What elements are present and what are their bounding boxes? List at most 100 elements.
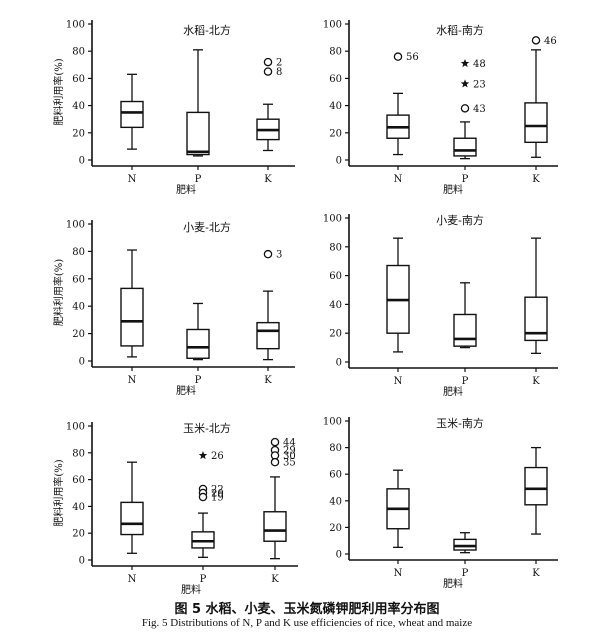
y-tick-label: 80 bbox=[329, 443, 342, 454]
iqr-box bbox=[524, 296, 548, 342]
outlier-star-marker bbox=[460, 58, 470, 68]
outlier-circle-marker bbox=[263, 67, 273, 76]
y-tick-label: 80 bbox=[329, 47, 342, 58]
x-tick-label: K bbox=[264, 174, 272, 185]
y-tick-label: 40 bbox=[329, 101, 342, 112]
outlier-label: 35 bbox=[283, 458, 296, 469]
outlier-circle-marker bbox=[270, 437, 280, 447]
outlier-label: 46 bbox=[544, 36, 557, 47]
iqr-box bbox=[453, 538, 477, 551]
x-tick-label: K bbox=[264, 375, 272, 386]
box-P: 48 23 43 bbox=[453, 58, 486, 160]
box-K: 28 bbox=[256, 57, 282, 152]
x-tick-label: P bbox=[200, 574, 207, 585]
box-P bbox=[453, 532, 477, 554]
y-tick-label: 0 bbox=[79, 357, 85, 368]
outlier-label: 8 bbox=[276, 67, 282, 78]
x-tick-label: N bbox=[128, 375, 137, 386]
y-tick-label: 40 bbox=[329, 300, 342, 311]
outlier-circle-marker bbox=[393, 52, 403, 61]
box-N bbox=[120, 461, 144, 554]
box-P bbox=[186, 302, 210, 361]
outlier-label: 56 bbox=[406, 52, 419, 63]
panel-title: 小麦-北方 bbox=[183, 220, 231, 234]
x-axis-label: 肥料 bbox=[176, 183, 196, 196]
outlier-label: 23 bbox=[473, 79, 486, 90]
outlier-circle-marker bbox=[198, 492, 208, 502]
y-tick-label: 20 bbox=[329, 329, 342, 340]
panel-title: 玉米-北方 bbox=[183, 421, 231, 435]
box-P bbox=[186, 49, 210, 157]
panel-title: 水稻-北方 bbox=[183, 23, 231, 37]
outlier-star-marker bbox=[198, 450, 208, 460]
iqr-box bbox=[186, 328, 210, 359]
x-axis-label: 肥料 bbox=[443, 577, 463, 590]
outlier-label: 20 bbox=[211, 489, 224, 500]
outlier-label: 29 bbox=[283, 446, 296, 457]
outlier-label: 26 bbox=[211, 451, 224, 462]
box-P bbox=[453, 282, 477, 349]
y-axis-label: 肥料利用率(%) bbox=[52, 459, 65, 526]
outlier-label: 48 bbox=[473, 59, 486, 70]
y-tick-label: 40 bbox=[72, 302, 85, 313]
outlier-circle-marker bbox=[263, 57, 273, 67]
box-K: 46 bbox=[524, 36, 557, 158]
y-tick-label: 40 bbox=[72, 502, 85, 513]
iqr-box bbox=[263, 511, 287, 542]
y-tick-label: 0 bbox=[79, 156, 85, 167]
y-tick-label: 20 bbox=[329, 128, 342, 139]
iqr-box bbox=[191, 531, 215, 549]
x-tick-label: P bbox=[195, 375, 202, 386]
y-tick-label: 100 bbox=[66, 20, 85, 31]
x-tick-label: P bbox=[462, 174, 469, 185]
iqr-box bbox=[453, 313, 477, 347]
outlier-label: 3 bbox=[276, 250, 282, 261]
y-tick-label: 40 bbox=[329, 496, 342, 507]
y-tick-label: 60 bbox=[72, 74, 85, 85]
y-tick-label: 0 bbox=[336, 156, 342, 167]
outlier-circle-marker bbox=[460, 104, 470, 113]
y-tick-label: 80 bbox=[329, 242, 342, 253]
outlier-circle-marker bbox=[263, 249, 273, 259]
box-N: 56 bbox=[386, 52, 419, 156]
x-tick-label: K bbox=[532, 174, 540, 185]
y-tick-label: 100 bbox=[323, 214, 342, 225]
x-tick-label: K bbox=[532, 376, 540, 387]
x-axis-label: 肥料 bbox=[176, 384, 196, 397]
y-tick-label: 20 bbox=[72, 329, 85, 340]
box-N bbox=[386, 237, 410, 353]
y-tick-label: 80 bbox=[72, 247, 85, 258]
outlier-label: 44 bbox=[283, 438, 296, 449]
panel-title: 玉米-南方 bbox=[436, 416, 484, 430]
iqr-box bbox=[120, 100, 144, 129]
x-tick-label: K bbox=[532, 568, 540, 579]
y-tick-label: 60 bbox=[72, 475, 85, 486]
y-tick-label: 20 bbox=[329, 523, 342, 534]
iqr-box bbox=[120, 501, 144, 536]
iqr-box bbox=[453, 137, 477, 157]
iqr-box bbox=[186, 111, 210, 156]
iqr-box bbox=[524, 102, 548, 144]
box-K: 3 bbox=[256, 249, 282, 361]
y-tick-label: 60 bbox=[72, 274, 85, 285]
caption-chinese: 图 5 水稻、小麦、玉米氮磷钾肥利用率分布图 bbox=[174, 602, 440, 617]
y-axis-label: 肥料利用率(%) bbox=[52, 259, 65, 326]
box-N bbox=[120, 73, 144, 150]
box-K bbox=[524, 446, 548, 535]
y-tick-label: 100 bbox=[66, 220, 85, 231]
outlier-circle-marker bbox=[531, 36, 541, 45]
x-axis-label: 肥料 bbox=[181, 583, 201, 596]
y-tick-label: 60 bbox=[329, 74, 342, 85]
x-tick-label: P bbox=[195, 174, 202, 185]
y-tick-label: 20 bbox=[72, 529, 85, 540]
y-tick-label: 80 bbox=[72, 448, 85, 459]
y-axis-label: 肥料利用率(%) bbox=[52, 58, 65, 125]
